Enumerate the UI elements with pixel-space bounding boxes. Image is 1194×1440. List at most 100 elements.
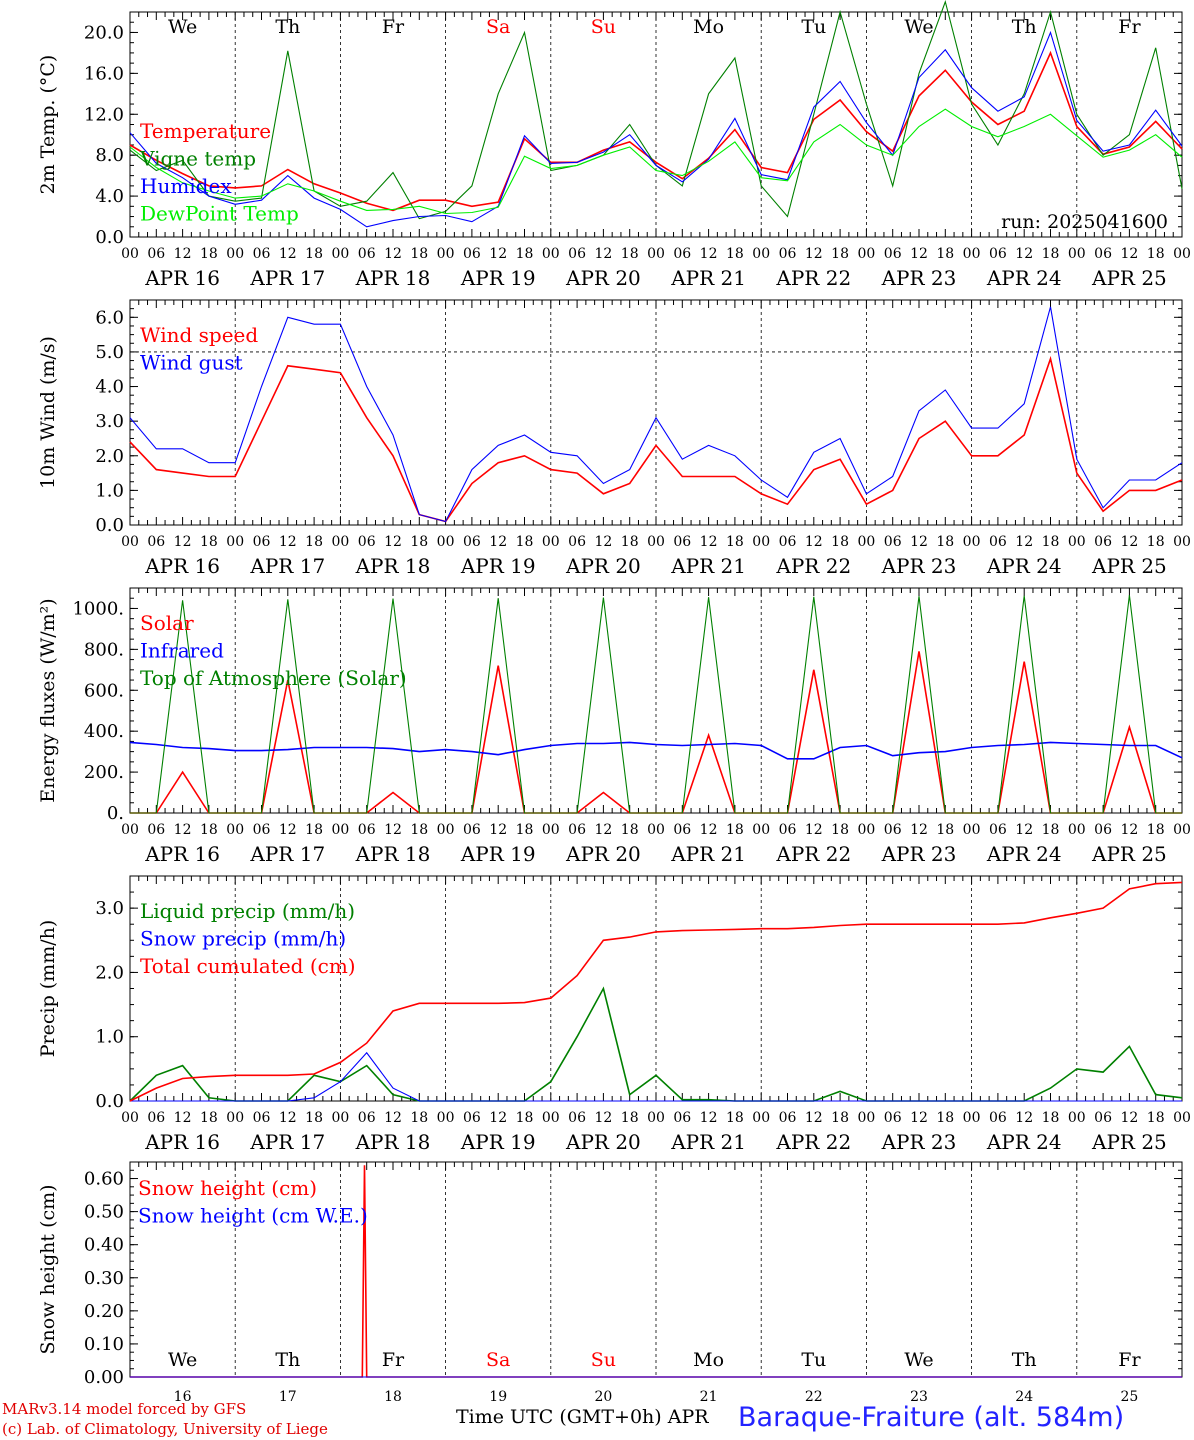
- date-label: APR 22: [775, 266, 851, 290]
- hour-tick-label: 18: [305, 1110, 323, 1126]
- hour-tick-label: 18: [936, 822, 954, 838]
- legend-entry: DewPoint Temp: [140, 202, 299, 226]
- date-label: APR 17: [249, 554, 325, 578]
- day-of-week-label: Fr: [382, 1349, 405, 1371]
- hour-tick-label: 12: [594, 1110, 612, 1126]
- hour-tick-label: 06: [989, 246, 1007, 262]
- legend-entry: Wind speed: [140, 323, 258, 347]
- hour-tick-label: 18: [726, 246, 744, 262]
- hour-tick-label: 00: [752, 534, 770, 550]
- hour-tick-label: 18: [831, 1110, 849, 1126]
- hour-tick-label: 12: [1120, 246, 1138, 262]
- hour-tick-label: 00: [121, 246, 139, 262]
- hour-tick-label: 06: [884, 822, 902, 838]
- hour-tick-label: 00: [331, 246, 349, 262]
- date-label: APR 17: [249, 1130, 325, 1154]
- day-number-label: 21: [700, 1389, 718, 1405]
- day-of-week-label: Fr: [1118, 1349, 1141, 1371]
- month-label: APR: [667, 1406, 709, 1428]
- hour-tick-label: 00: [1068, 1110, 1086, 1126]
- hour-tick-label: 12: [594, 246, 612, 262]
- y-tick-label: 0.0: [95, 515, 124, 536]
- date-label: APR 25: [1091, 554, 1167, 578]
- time-axis-label: Time UTC (GMT+0h) APR: [456, 1406, 709, 1428]
- hour-tick-label: 00: [963, 534, 981, 550]
- y-tick-label: 0.40: [84, 1235, 124, 1256]
- y-tick-label: 0.: [107, 803, 124, 824]
- hour-tick-label: 00: [437, 1110, 455, 1126]
- plot-frame: [129, 299, 1183, 526]
- hour-tick-label: 00: [857, 534, 875, 550]
- hour-tick-label: 12: [1015, 1110, 1033, 1126]
- y-tick-label: 12.0: [84, 104, 124, 125]
- y-axis-title: 10m Wind (m/s): [37, 336, 59, 489]
- date-label: APR 19: [460, 266, 536, 290]
- legend-entry: Temperature: [140, 119, 271, 143]
- hour-tick-label: 00: [857, 822, 875, 838]
- day-of-week-label: Mo: [693, 16, 724, 38]
- hour-tick-label: 12: [279, 1110, 297, 1126]
- day-of-week-label: Mo: [693, 1349, 724, 1371]
- hour-tick-label: 00: [752, 822, 770, 838]
- legend-entry: Top of Atmosphere (Solar): [140, 666, 407, 690]
- y-tick-label: 6.0: [95, 307, 124, 328]
- hour-tick-label: 00: [1068, 246, 1086, 262]
- hour-tick-label: 18: [1147, 246, 1165, 262]
- hour-tick-label: 00: [331, 1110, 349, 1126]
- hour-tick-label: 12: [174, 822, 192, 838]
- hour-tick-label: 18: [1147, 534, 1165, 550]
- y-tick-label: 0.20: [84, 1301, 124, 1322]
- hour-tick-label: 00: [647, 534, 665, 550]
- hour-tick-label: 12: [700, 534, 718, 550]
- snow-height-panel: 0.00 0.10 0.20 0.30 0.40 0.50 0.60 Snow height …: [37, 1161, 1183, 1405]
- hour-tick-label: 00: [1173, 534, 1191, 550]
- date-label: APR 17: [249, 842, 325, 866]
- hour-tick-label: 18: [410, 534, 428, 550]
- y-axis-title: Energy fluxes (W/m²): [37, 598, 59, 802]
- hour-tick-label: 18: [621, 1110, 639, 1126]
- y-tick-label: 16.0: [84, 63, 124, 84]
- legend-entry: Snow height (cm W.E.): [138, 1204, 368, 1228]
- date-label: APR 24: [986, 1130, 1062, 1154]
- plot-frame: [129, 587, 1183, 814]
- hour-tick-label: 18: [200, 246, 218, 262]
- y-tick-label: 5.0: [95, 342, 124, 363]
- y-axis-title: 2m Temp. (°C): [37, 55, 59, 195]
- y-tick-label: 8.0: [95, 145, 124, 166]
- hour-tick-label: 06: [884, 246, 902, 262]
- y-tick-label: 1.0: [95, 1027, 124, 1048]
- day-number-label: 19: [489, 1389, 507, 1405]
- hour-tick-label: 18: [305, 246, 323, 262]
- hour-tick-label: 18: [831, 246, 849, 262]
- hour-tick-label: 00: [226, 534, 244, 550]
- hour-tick-label: 12: [279, 534, 297, 550]
- hour-tick-label: 18: [621, 822, 639, 838]
- y-axis-title: Snow height (cm): [37, 1184, 59, 1354]
- hour-tick-label: 06: [989, 534, 1007, 550]
- y-tick-label: 0.0: [95, 227, 124, 248]
- hour-tick-label: 12: [489, 246, 507, 262]
- date-label: APR 24: [986, 842, 1062, 866]
- hour-tick-label: 06: [147, 246, 165, 262]
- hour-tick-label: 06: [568, 534, 586, 550]
- date-label: APR 18: [355, 1130, 431, 1154]
- hour-tick-label: 12: [489, 822, 507, 838]
- series-line: [129, 881, 1183, 1102]
- hour-tick-label: 00: [647, 1110, 665, 1126]
- date-label: APR 23: [881, 554, 957, 578]
- hour-tick-label: 06: [358, 246, 376, 262]
- hour-tick-label: 00: [1068, 822, 1086, 838]
- date-label: APR 20: [565, 842, 641, 866]
- hour-tick-label: 18: [621, 246, 639, 262]
- hour-tick-label: 06: [1094, 534, 1112, 550]
- station-label: Baraque-Fraiture (alt. 584m): [738, 1402, 1125, 1433]
- run-label: run: 2025041600: [1001, 211, 1168, 233]
- series-line: [129, 306, 1183, 523]
- series-line: [129, 50, 1183, 212]
- hour-tick-label: 18: [831, 534, 849, 550]
- hour-tick-label: 18: [410, 246, 428, 262]
- hour-tick-label: 06: [568, 822, 586, 838]
- hour-tick-label: 00: [331, 822, 349, 838]
- hour-tick-label: 00: [963, 1110, 981, 1126]
- hour-tick-label: 18: [305, 822, 323, 838]
